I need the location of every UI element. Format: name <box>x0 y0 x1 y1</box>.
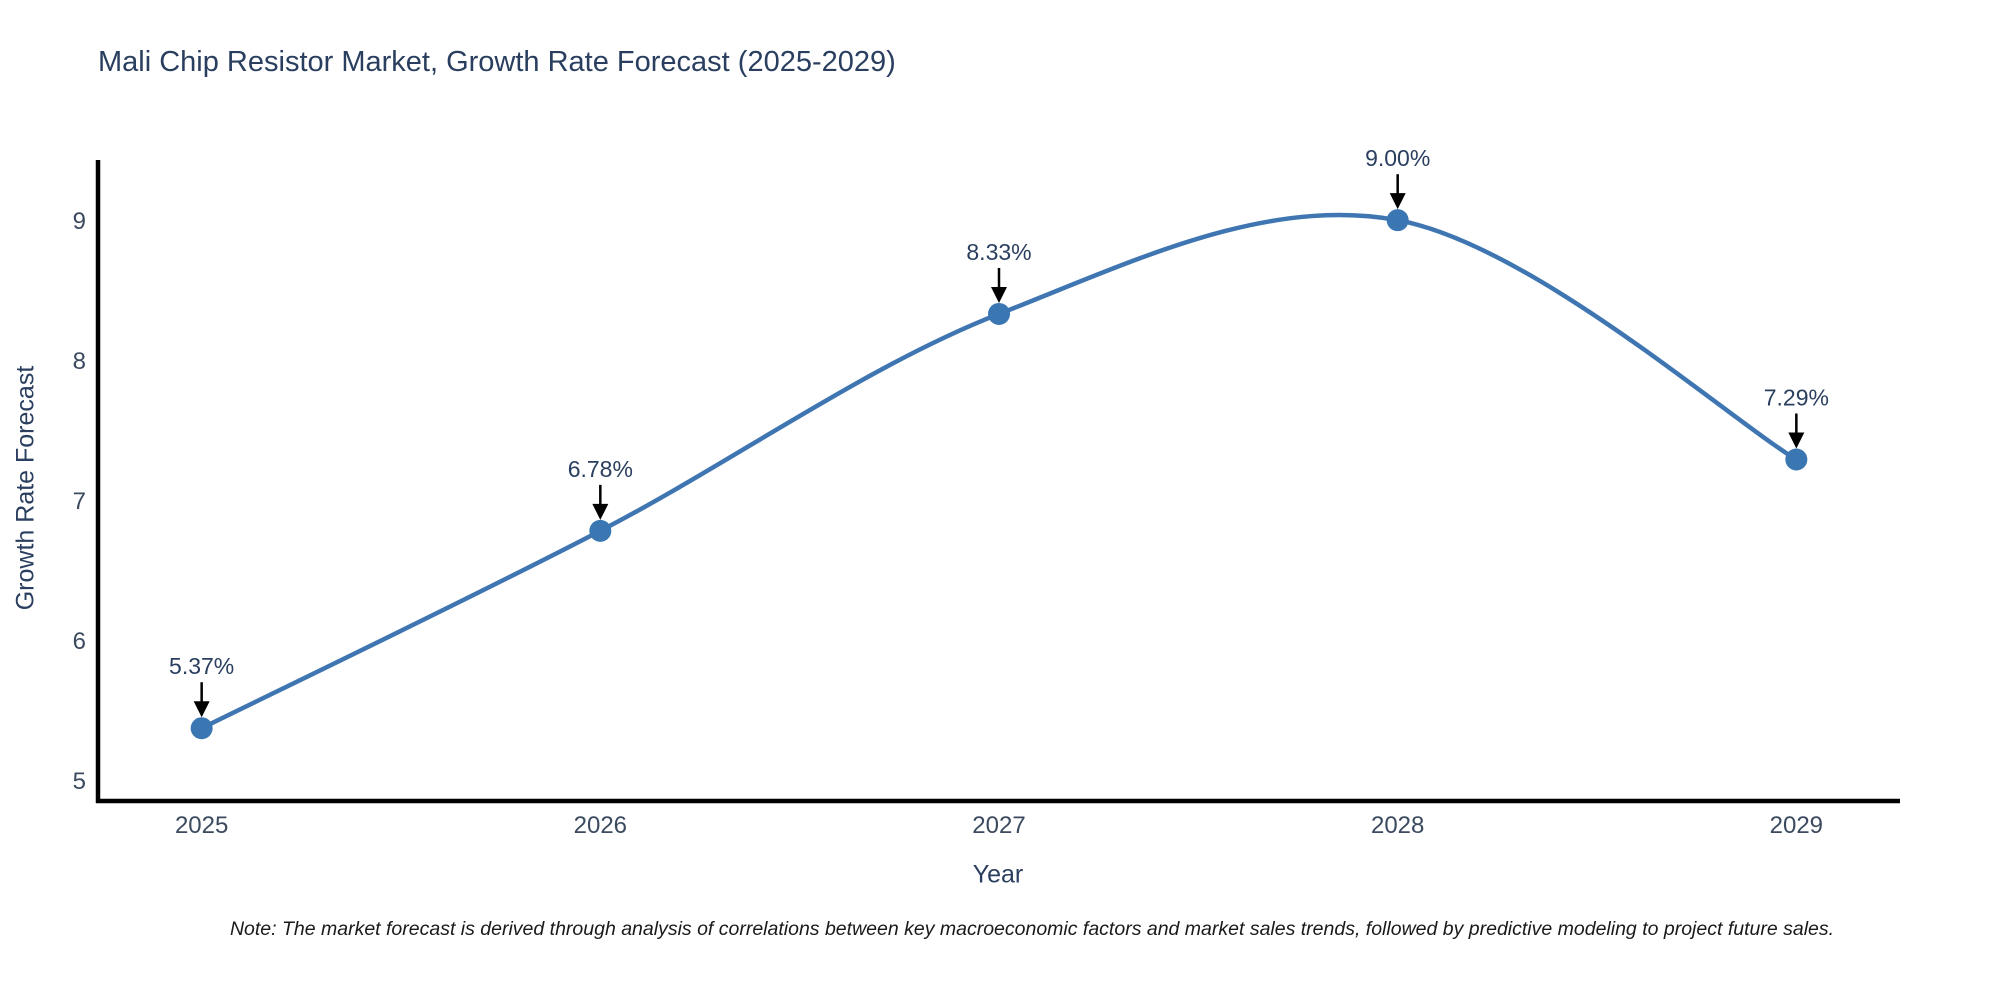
data-point-marker <box>190 717 213 740</box>
x-axis-title: Year <box>972 860 1024 889</box>
annotation-arrowhead <box>991 286 1007 303</box>
data-point-marker <box>589 519 612 542</box>
annotation-arrowhead <box>1788 432 1805 449</box>
chart-title: Mali Chip Resistor Market, Growth Rate F… <box>98 46 896 78</box>
annotation-label: 5.37% <box>169 653 234 679</box>
annotation-label: 6.78% <box>568 456 633 482</box>
data-point-marker <box>1386 209 1409 232</box>
data-point-marker <box>988 302 1010 325</box>
x-tick-label: 2028 <box>1371 812 1424 839</box>
y-tick-label: 9 <box>73 208 86 235</box>
x-tick-label: 2027 <box>972 812 1025 839</box>
x-tick-label: 2025 <box>175 812 228 839</box>
y-tick-label: 7 <box>73 488 86 515</box>
y-tick-label: 6 <box>73 628 86 655</box>
annotation-label: 9.00% <box>1365 145 1430 171</box>
chart-footnote: Note: The market forecast is derived thr… <box>229 918 1835 940</box>
data-point-marker <box>1785 448 1808 471</box>
annotation-label: 8.33% <box>966 239 1031 265</box>
annotation-arrowhead <box>193 701 210 718</box>
x-tick-label: 2026 <box>574 812 627 839</box>
y-axis-title: Growth Rate Forecast <box>11 365 40 611</box>
annotation-arrowhead <box>592 503 609 520</box>
y-tick-label: 5 <box>73 768 86 795</box>
x-tick-label: 2029 <box>1770 812 1823 839</box>
y-tick-label: 8 <box>73 348 86 375</box>
annotation-label: 7.29% <box>1764 385 1829 411</box>
annotation-arrowhead <box>1389 193 1406 210</box>
